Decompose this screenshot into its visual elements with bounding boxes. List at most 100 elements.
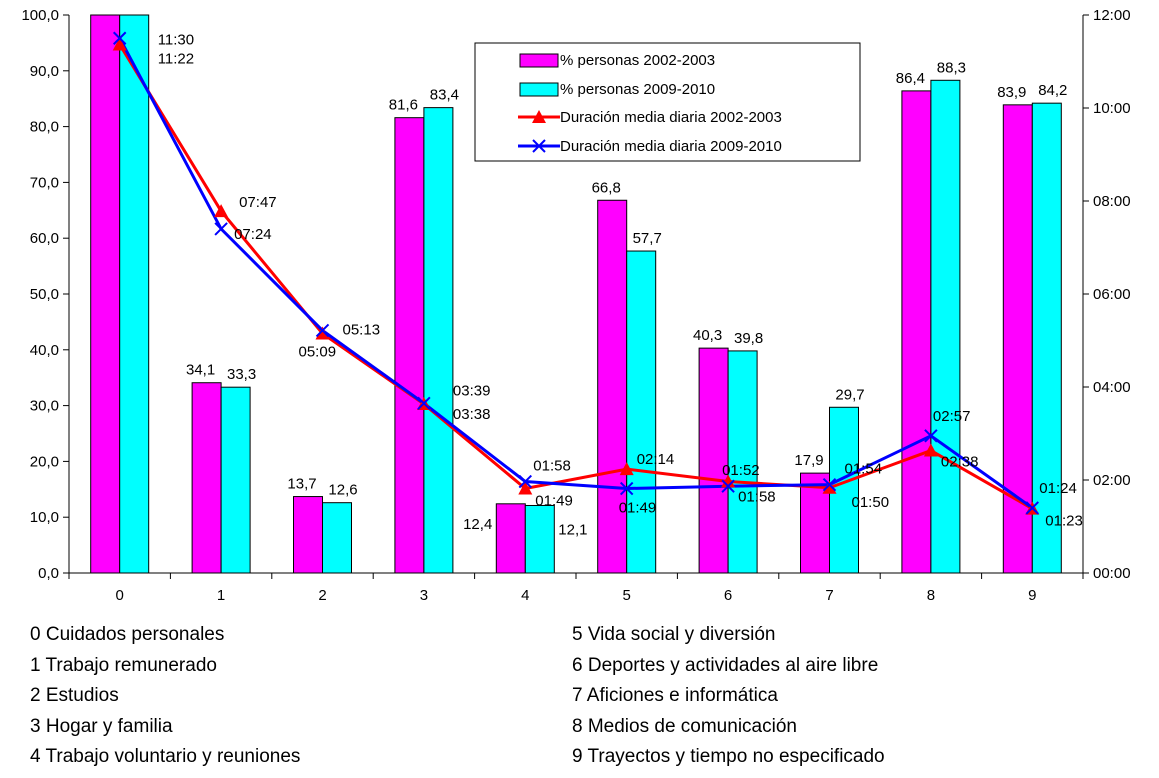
duration-label-2009-2010: 01:52	[722, 462, 760, 479]
marker-triangle	[923, 443, 938, 457]
duration-label-2009-2010: 01:54	[845, 461, 883, 478]
bar-value-label: 39,8	[734, 330, 763, 347]
y-tick-label-right: 02:00	[1093, 472, 1131, 489]
legend-swatch	[519, 82, 559, 97]
legend-label: Duración media diaria 2002-2003	[560, 109, 782, 126]
marker-triangle	[214, 204, 229, 218]
duration-label-2002-2003: 02:38	[941, 454, 979, 471]
y-tick-label-left: 40,0	[30, 342, 59, 359]
marker-x	[315, 323, 330, 338]
bar-2002-2003	[698, 347, 729, 574]
duration-label-2002-2003: 01:23	[1045, 513, 1083, 530]
duration-label-2009-2010: 11:30	[158, 31, 194, 48]
bar-2009-2010	[930, 79, 961, 574]
duration-label-2009-2010: 01:58	[533, 458, 571, 475]
y-tick-label-left: 80,0	[30, 119, 59, 136]
legend-label: Duración media diaria 2009-2010	[560, 138, 782, 155]
y-tick-label-right: 00:00	[1093, 565, 1131, 582]
bar-value-label: 17,9	[794, 452, 823, 469]
y-tick-label-left: 60,0	[30, 230, 59, 247]
duration-label-2009-2010: 05:13	[343, 321, 381, 338]
duration-label-2002-2003: 01:58	[738, 489, 776, 506]
marker-x	[721, 479, 735, 493]
bar-2009-2010	[524, 504, 555, 574]
bar-2002-2003	[495, 503, 526, 574]
category-description: 4 Trabajo voluntario y reuniones	[30, 746, 301, 767]
duration-label-2009-2010: 01:49	[619, 500, 657, 517]
category-legend-right: 5 Vida social y diversión 6 Deportes y a…	[572, 620, 885, 773]
bar-2002-2003	[394, 117, 425, 574]
series-line	[118, 43, 1034, 510]
y-tick-label-left: 50,0	[30, 286, 59, 303]
duration-label-2009-2010: 07:24	[234, 226, 272, 243]
y-tick-label-right: 12:00	[1093, 7, 1131, 24]
y-tick-label-left: 0,0	[38, 565, 59, 582]
y-tick-label-left: 20,0	[30, 453, 59, 470]
category-legend-left: 0 Cuidados personales 1 Trabajo remunera…	[30, 620, 300, 773]
bar-value-label: 86,4	[896, 70, 925, 87]
x-tick-label: 4	[521, 587, 529, 604]
marker-x	[214, 222, 228, 236]
legend-swatch	[519, 53, 559, 68]
bar-value-label: 12,6	[328, 482, 357, 499]
category-description: 9 Trayectos y tiempo no especificado	[572, 746, 885, 767]
bar-value-label: 33,3	[227, 366, 256, 383]
duration-label-2002-2003: 01:50	[852, 494, 890, 511]
bar-2002-2003	[597, 199, 628, 574]
bar-2002-2003	[901, 90, 932, 574]
duration-label-2002-2003: 11:22	[158, 50, 194, 67]
series-line	[118, 37, 1034, 510]
duration-label-2002-2003: 03:38	[453, 406, 491, 423]
x-tick-label: 1	[217, 587, 225, 604]
bar-value-label: 40,3	[693, 327, 722, 344]
x-tick-label: 3	[420, 587, 428, 604]
y-tick-label-right: 06:00	[1093, 286, 1131, 303]
x-tick-label: 5	[623, 587, 631, 604]
marker-x	[417, 396, 431, 410]
bar-2002-2003	[191, 382, 222, 574]
category-description: 8 Medios de comunicación	[572, 715, 797, 737]
bar-2002-2003	[293, 496, 323, 574]
duration-label-2002-2003: 01:49	[535, 493, 573, 510]
marker-x	[518, 474, 533, 489]
x-tick-label: 8	[927, 587, 935, 604]
x-tick-label: 0	[116, 587, 124, 604]
chart-svg: 0,0 10,0 20,0 30,0 40,0 50,0 60,0 70,0 80,0 90,0 1…	[21, 7, 1131, 604]
bar-value-label: 84,2	[1038, 82, 1067, 99]
category-description: 1 Trabajo remunerado	[30, 654, 217, 676]
duration-label-2009-2010: 02:57	[933, 408, 971, 425]
duration-label-2009-2010: 01:24	[1039, 480, 1077, 497]
y-tick-label-left: 10,0	[30, 509, 59, 526]
bar-2009-2010	[423, 107, 454, 574]
category-description: 0 Cuidados personales	[30, 624, 225, 645]
bar-2009-2010	[626, 250, 657, 574]
x-tick-label: 2	[318, 587, 326, 604]
bar-value-label: 29,7	[835, 386, 864, 403]
bar-value-label: 66,8	[592, 179, 621, 196]
x-tick-label: 9	[1028, 587, 1036, 604]
y-tick-label-left: 90,0	[30, 63, 59, 80]
category-description: 6 Deportes y actividades al aire libre	[572, 654, 879, 676]
x-tick-label: 6	[724, 587, 732, 604]
marker-triangle	[619, 462, 634, 476]
marker-x	[1025, 501, 1040, 515]
y-tick-label-left: 100,0	[21, 7, 59, 24]
bar-value-label: 34,1	[186, 362, 215, 379]
y-tick-label-left: 30,0	[30, 398, 59, 415]
category-description: 5 Vida social y diversión	[572, 624, 776, 645]
marker-triangle	[822, 480, 837, 494]
bar-2002-2003	[90, 14, 121, 574]
bar-2009-2010	[322, 502, 352, 574]
marker-x	[112, 31, 127, 45]
marker-x	[822, 477, 837, 492]
marker-triangle	[518, 481, 533, 495]
bar-2009-2010	[119, 14, 150, 574]
bar-2009-2010	[727, 350, 758, 574]
bar-value-label: 88,3	[937, 59, 966, 76]
category-description: 3 Hogar y familia	[30, 715, 173, 737]
bar-value-label: 12,1	[558, 521, 587, 538]
duration-label-2002-2003: 02:14	[637, 451, 675, 468]
marker-x	[619, 481, 634, 496]
y-tick-label-right: 10:00	[1093, 100, 1131, 117]
duration-label-2002-2003: 07:47	[239, 194, 277, 211]
